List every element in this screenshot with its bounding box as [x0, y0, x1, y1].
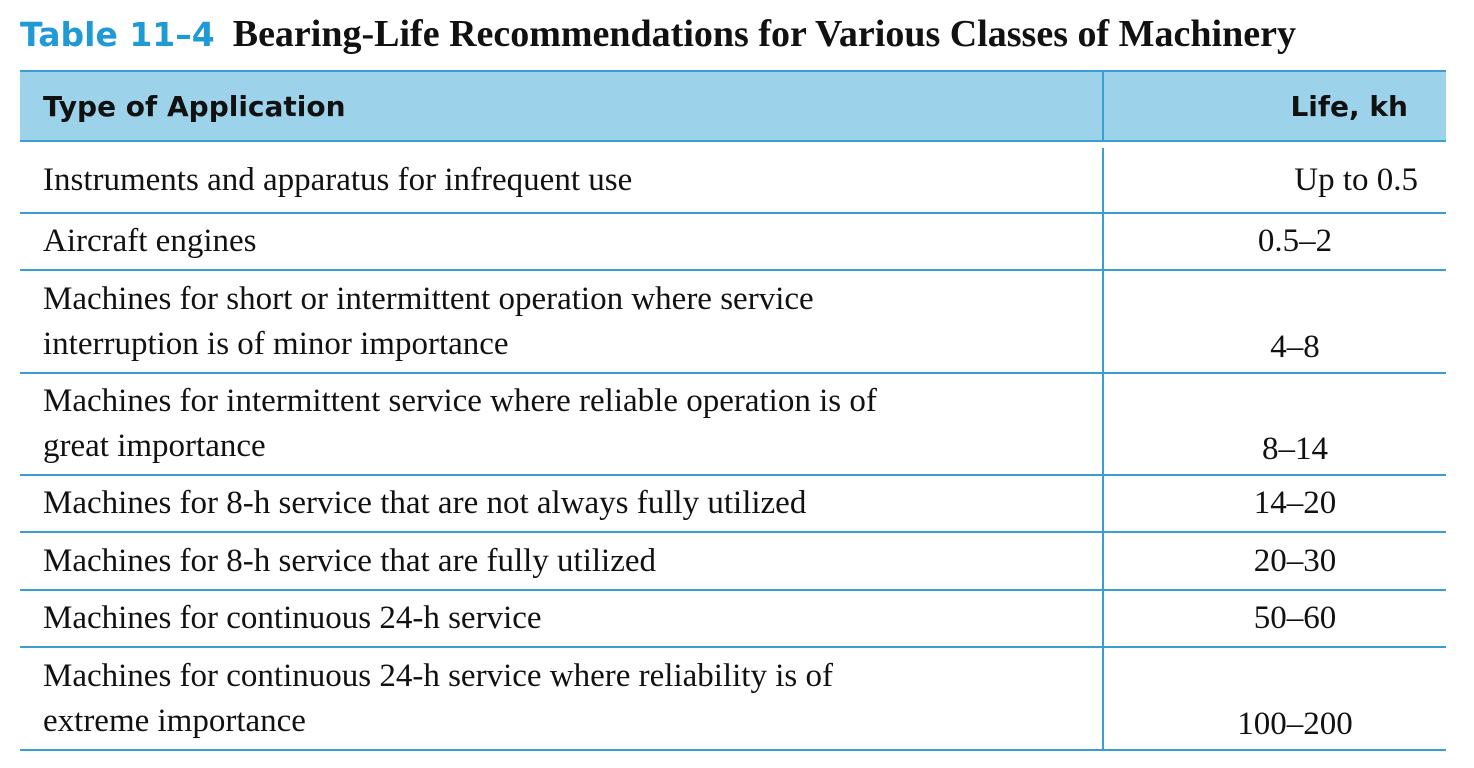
bearing-life-table: Type of Application Life, kh Instruments… — [20, 70, 1446, 751]
table-row: Machines for short or intermittent opera… — [20, 271, 1446, 374]
application-cell: Machines for short or intermittent opera… — [20, 271, 1104, 372]
application-text: Machines for short or intermittent opera… — [43, 280, 814, 362]
header-type-of-application: Type of Application — [20, 72, 1104, 140]
life-cell: 20–30 — [1253, 542, 1337, 579]
table-number: Table 11–4 — [20, 15, 215, 54]
table-caption: Table 11–4 Bearing-Life Recommendations … — [20, 8, 1296, 60]
application-cell: Machines for continuous 24-h service — [20, 591, 1104, 646]
table-row: Machines for continuous 24-h service 50–… — [20, 591, 1446, 648]
life-cell: 14–20 — [1253, 485, 1337, 521]
table-header-row: Type of Application Life, kh — [20, 72, 1446, 142]
table-row: Instruments and apparatus for infrequent… — [20, 142, 1446, 214]
application-cell: Instruments and apparatus for infrequent… — [20, 148, 1104, 212]
header-life-kh: Life, kh — [1290, 89, 1408, 123]
life-cell: 50–60 — [1253, 600, 1337, 636]
table-row: Machines for intermittent service where … — [20, 374, 1446, 476]
table-row: Machines for 8-h service that are fully … — [20, 533, 1446, 591]
life-cell: 4–8 — [1270, 329, 1320, 365]
life-cell: 0.5–2 — [1257, 223, 1333, 259]
application-cell: Machines for intermittent service where … — [20, 374, 1104, 474]
table-row: Machines for continuous 24-h service whe… — [20, 648, 1446, 751]
application-cell: Aircraft engines — [20, 214, 1104, 269]
life-cell: 100–200 — [1237, 706, 1353, 742]
application-text: Machines for continuous 24-h service whe… — [43, 657, 833, 739]
application-cell: Machines for 8-h service that are not al… — [20, 476, 1104, 531]
life-cell: 8–14 — [1262, 431, 1328, 467]
table-row: Aircraft engines 0.5–2 — [20, 214, 1446, 271]
table-row: Machines for 8-h service that are not al… — [20, 476, 1446, 533]
application-cell: Machines for 8-h service that are fully … — [20, 533, 1104, 589]
application-text: Machines for intermittent service where … — [43, 383, 877, 464]
table-title: Bearing-Life Recommendations for Various… — [232, 13, 1296, 55]
life-cell: Up to 0.5 — [1294, 161, 1418, 198]
application-cell: Machines for continuous 24-h service whe… — [20, 648, 1104, 749]
